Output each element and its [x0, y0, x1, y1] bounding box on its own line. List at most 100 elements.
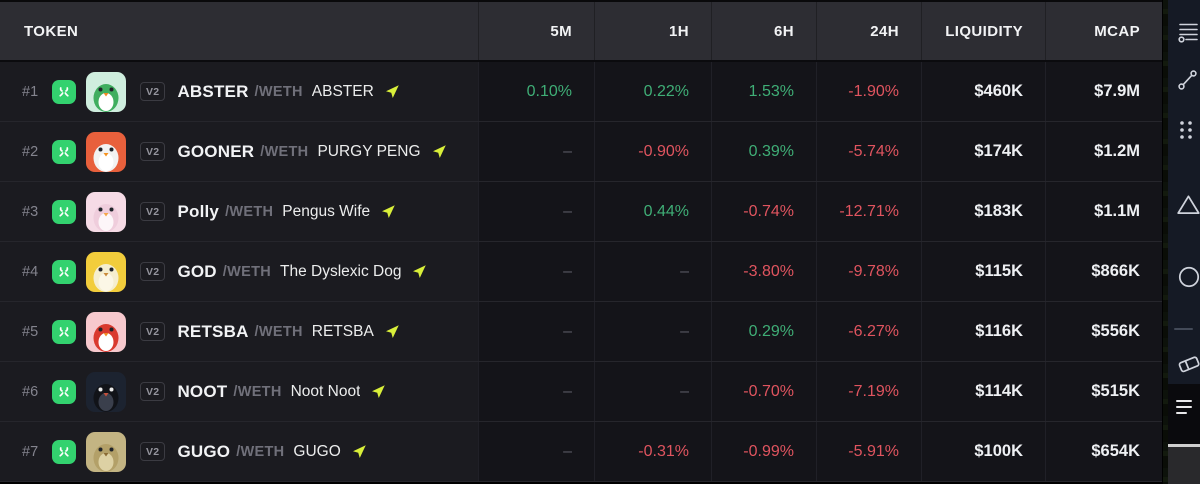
token-cell: #3: [0, 182, 478, 241]
triangle-icon[interactable]: [1176, 192, 1200, 218]
table-row[interactable]: #7: [0, 422, 1162, 482]
column-header-24h[interactable]: 24H: [816, 2, 921, 60]
avatar-beak: [103, 332, 109, 336]
pair-quote: /WETH: [233, 383, 282, 400]
tuner-icon[interactable]: [1176, 20, 1200, 44]
toolbar-divider: [1174, 328, 1193, 330]
rank-label: #5: [22, 323, 39, 340]
change-5m: 0.10%: [478, 62, 594, 121]
column-header-6h[interactable]: 6H: [711, 2, 816, 60]
token-name: The Dyslexic Dog: [280, 262, 402, 280]
table-row[interactable]: #4: [0, 242, 1162, 302]
change-24h: -12.71%: [816, 182, 921, 241]
column-header-token[interactable]: TOKEN: [24, 22, 79, 40]
mcap-value: $7.9M: [1045, 62, 1162, 121]
chain-icon: [52, 319, 76, 344]
cursor-arrow-icon: [383, 83, 401, 101]
token-cell: #1: [0, 62, 478, 121]
chain-icon: [52, 139, 76, 164]
rank-label: #7: [22, 443, 39, 460]
liquidity-value: $460K: [921, 62, 1045, 121]
panel-divider: [1168, 444, 1200, 447]
column-header-1h[interactable]: 1H: [594, 2, 711, 60]
dots-icon[interactable]: [1176, 118, 1200, 142]
avatar-beak: [103, 212, 109, 216]
chain-icon: [52, 439, 76, 464]
change-1h: 0.22%: [594, 62, 711, 121]
column-header-liquidity[interactable]: LIQUIDITY: [921, 2, 1045, 60]
pair-quote: /WETH: [222, 263, 271, 280]
table-row[interactable]: #3: [0, 182, 1162, 242]
pair-quote: /WETH: [254, 323, 303, 340]
rank-label: #3: [22, 203, 39, 220]
change-24h: -9.78%: [816, 242, 921, 301]
version-badge: V2: [140, 262, 166, 281]
token-name: GUGO: [293, 442, 341, 460]
chain-icon: [52, 79, 76, 104]
change-24h: -1.90%: [816, 62, 921, 121]
change-6h: 0.39%: [711, 122, 816, 181]
table-row[interactable]: #5: [0, 302, 1162, 362]
avatar-eye-right: [109, 87, 114, 91]
avatar-eye-left: [98, 267, 103, 271]
version-badge: V2: [140, 202, 166, 221]
change-24h: -6.27%: [816, 302, 921, 361]
avatar-eye-right: [109, 267, 114, 271]
token-symbol: GUGO: [177, 441, 231, 461]
version-badge: V2: [140, 142, 166, 161]
token-table-body: #1: [0, 62, 1162, 482]
change-6h: 0.29%: [711, 302, 816, 361]
change-6h: -3.80%: [711, 242, 816, 301]
rank-label: #6: [22, 383, 39, 400]
token-name: Noot Noot: [290, 382, 361, 400]
liquidity-value: $174K: [921, 122, 1045, 181]
circle-icon[interactable]: [1176, 264, 1200, 290]
token-name: Pengus Wife: [282, 202, 371, 220]
change-6h: -0.70%: [711, 362, 816, 421]
version-badge: V2: [140, 382, 166, 401]
avatar-beak: [103, 392, 109, 396]
avatar-eye-right: [109, 387, 114, 391]
change-6h: -0.99%: [711, 422, 816, 481]
eraser-icon[interactable]: [1176, 350, 1200, 376]
change-5m: –: [478, 122, 594, 181]
table-row[interactable]: #2: [0, 122, 1162, 182]
token-symbol: GOD: [177, 261, 217, 281]
avatar-belly: [98, 92, 114, 111]
drawing-toolbar: [1168, 0, 1200, 484]
cursor-arrow-icon: [379, 203, 397, 221]
chain-icon: [52, 379, 76, 404]
cursor-arrow-icon: [410, 263, 428, 281]
token-cell: #7: [0, 422, 478, 481]
mcap-value: $866K: [1045, 242, 1162, 301]
table-row[interactable]: #6: [0, 362, 1162, 422]
token-avatar: [86, 371, 126, 412]
table-row[interactable]: #1: [0, 62, 1162, 122]
column-header-mcap[interactable]: MCAP: [1045, 2, 1162, 60]
avatar-eye-left: [98, 387, 103, 391]
toolbar-bottom-panel: [1168, 384, 1200, 484]
token-symbol: RETSBA: [177, 321, 249, 341]
avatar-belly: [98, 152, 114, 171]
menu-icon[interactable]: [1176, 400, 1192, 417]
avatar-eye-right: [109, 327, 114, 331]
change-5m: –: [478, 302, 594, 361]
token-avatar: [86, 71, 126, 112]
cursor-arrow-icon: [430, 143, 448, 161]
change-1h: -0.90%: [594, 122, 711, 181]
trendline-icon[interactable]: [1176, 68, 1200, 92]
liquidity-value: $116K: [921, 302, 1045, 361]
cursor-arrow-icon: [369, 383, 387, 401]
change-1h: -0.31%: [594, 422, 711, 481]
change-5m: –: [478, 182, 594, 241]
avatar-eye-left: [98, 327, 103, 331]
token-cell: #2: [0, 122, 478, 181]
token-name: RETSBA: [311, 322, 374, 340]
token-avatar: [86, 191, 126, 232]
change-1h: 0.44%: [594, 182, 711, 241]
pair-quote: /WETH: [225, 203, 274, 220]
column-header-5m[interactable]: 5M: [478, 2, 594, 60]
avatar-eye-left: [98, 87, 103, 91]
change-1h: –: [594, 362, 711, 421]
